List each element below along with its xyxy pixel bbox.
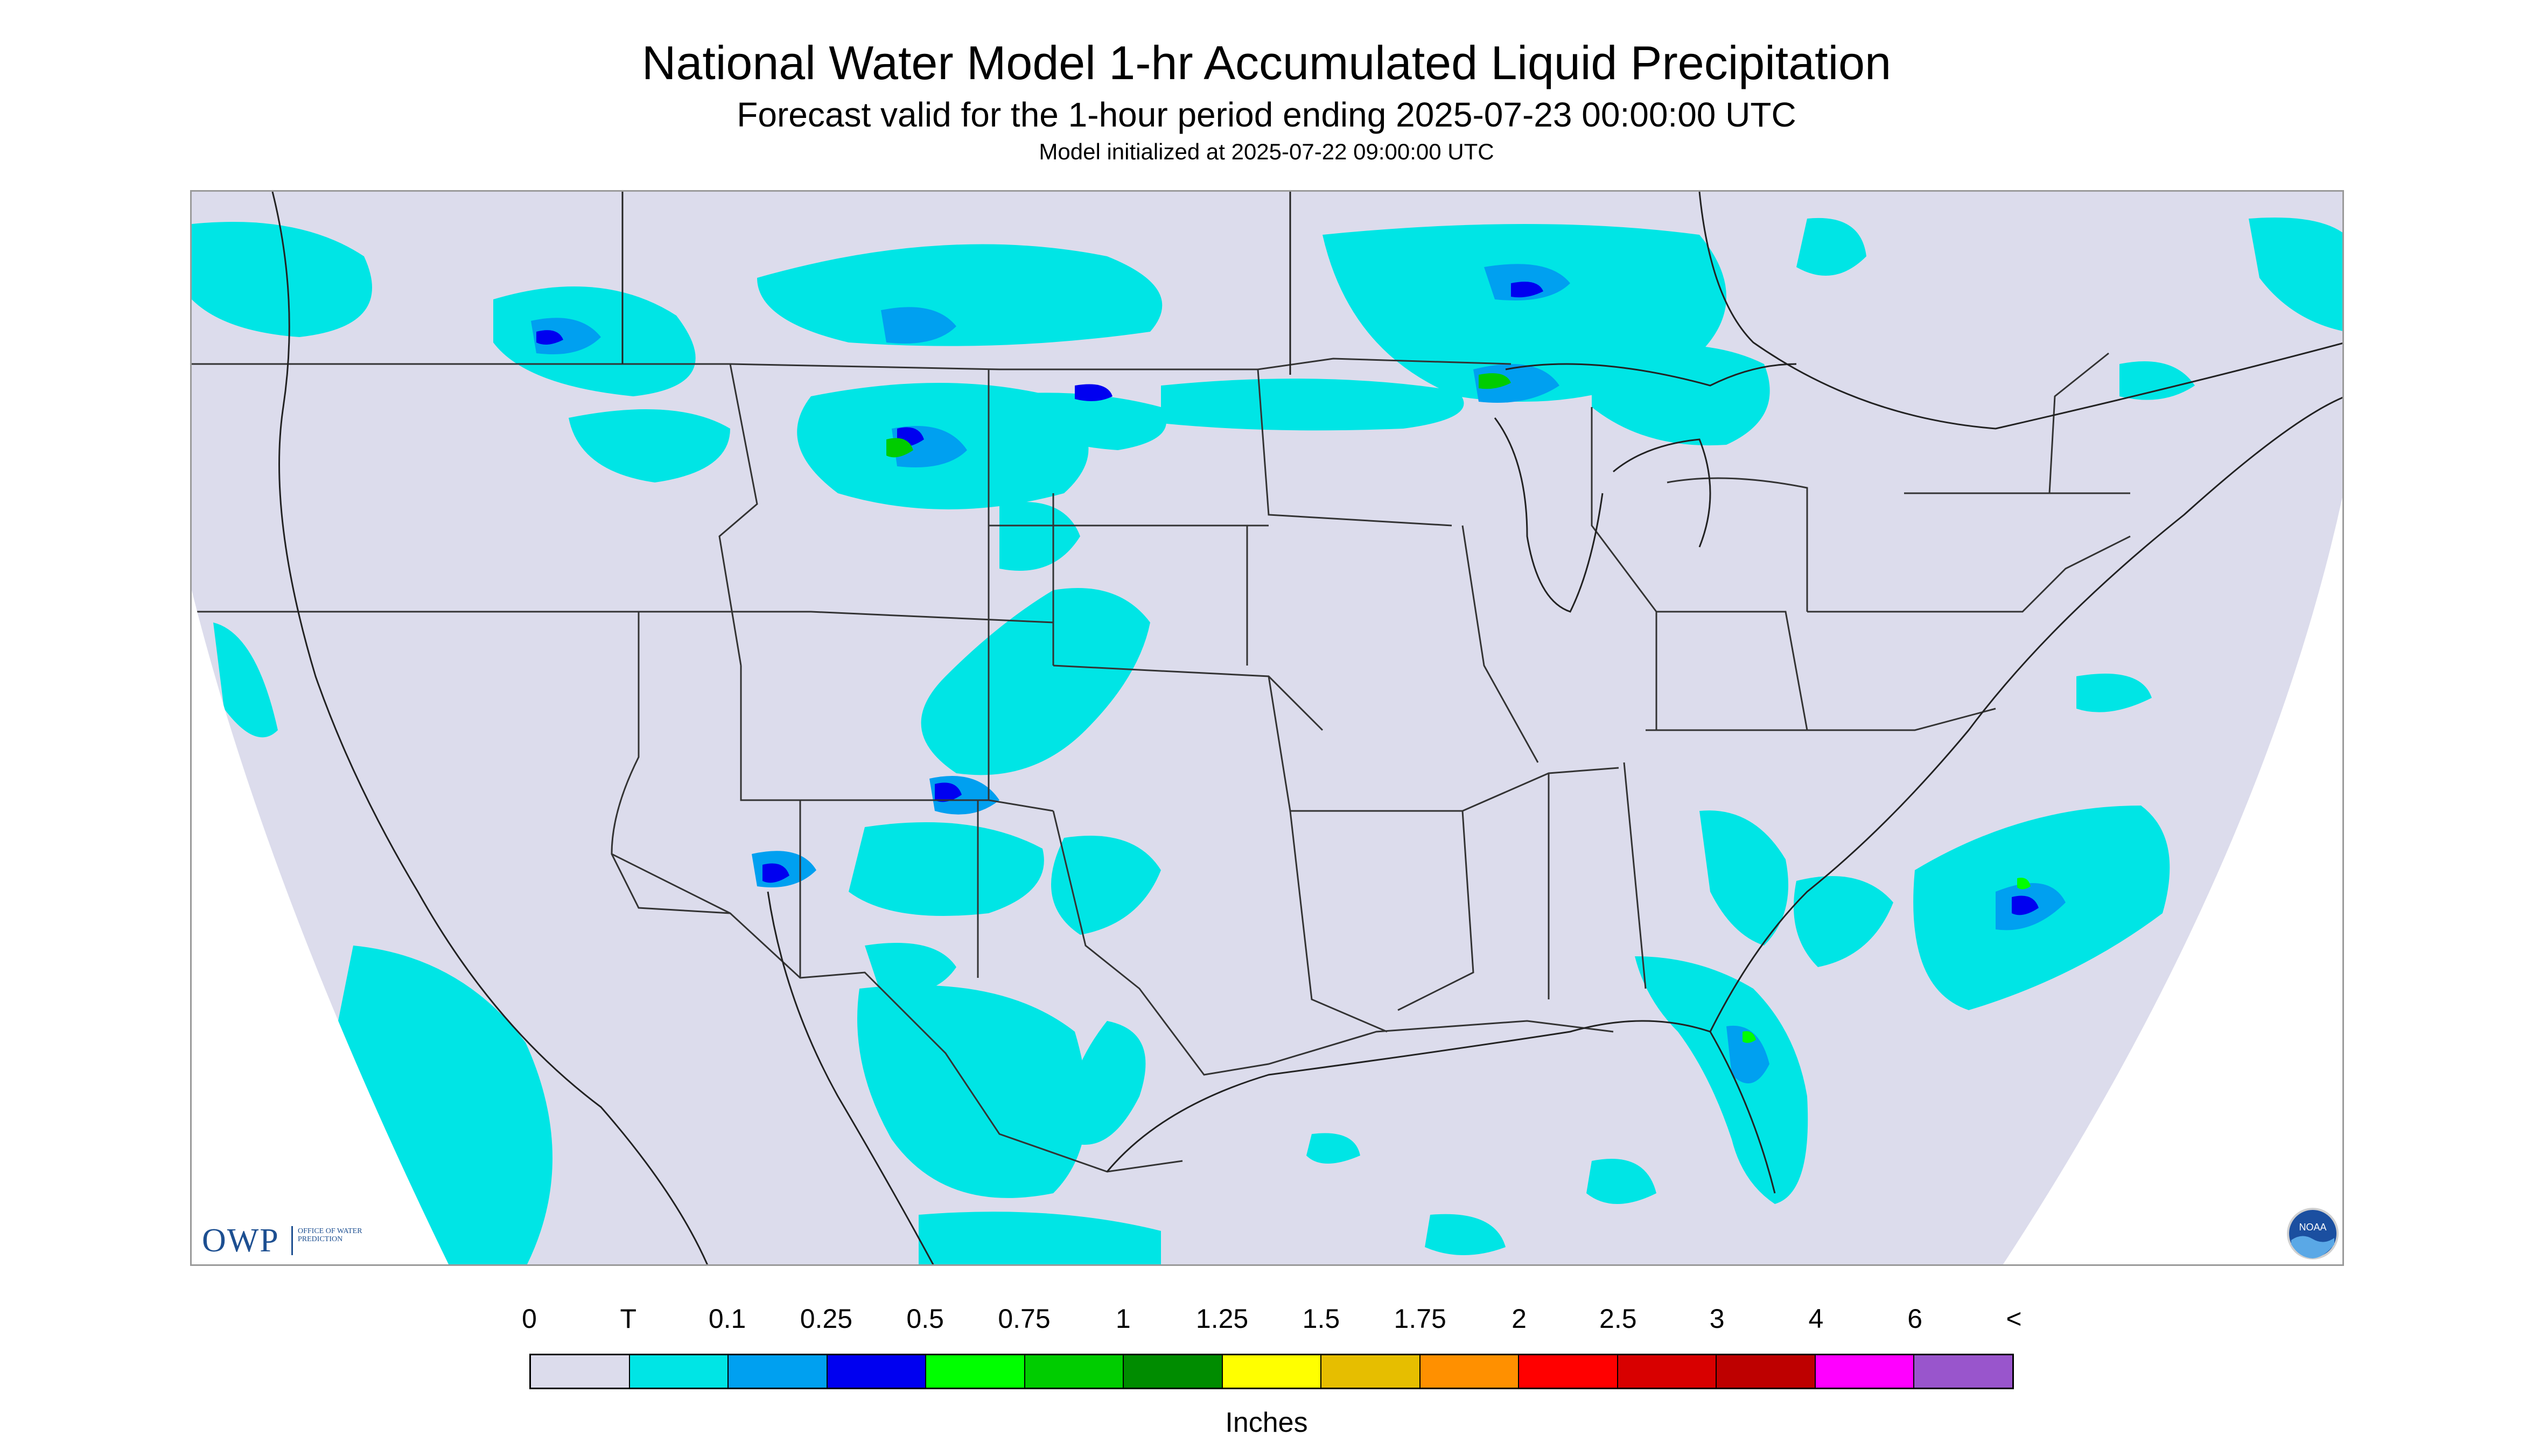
legend-swatch [1618, 1355, 1717, 1388]
legend-label: T [620, 1304, 637, 1334]
legend-label: 1.75 [1394, 1304, 1446, 1334]
map-canvas [192, 192, 2342, 1264]
legend-swatch [1222, 1355, 1322, 1388]
legend-swatch [629, 1355, 729, 1388]
legend-swatch [1025, 1355, 1124, 1388]
map-title: National Water Model 1-hr Accumulated Li… [641, 36, 1892, 89]
owp-office-text: OFFICE OF WATER PREDICTION [298, 1227, 362, 1243]
legend-swatch [1124, 1355, 1223, 1388]
legend-label: < [2006, 1304, 2022, 1334]
legend-label: 0.5 [906, 1304, 944, 1334]
noaa-logo: NOAA [2287, 1208, 2339, 1259]
noaa-logo-text: NOAA [2299, 1222, 2326, 1233]
legend-units: Inches [1225, 1407, 1308, 1438]
legend-label: 0.1 [708, 1304, 746, 1334]
legend-label: 6 [1907, 1304, 1923, 1334]
legend-swatch [1914, 1355, 2012, 1388]
owp-letters: OWP [202, 1222, 279, 1259]
legend-swatch [1815, 1355, 1915, 1388]
legend-label: 3 [1709, 1304, 1725, 1334]
legend-swatch [926, 1355, 1025, 1388]
legend-label: 1.5 [1302, 1304, 1340, 1334]
legend-label: 2.5 [1599, 1304, 1637, 1334]
legend-label: 2 [1512, 1304, 1527, 1334]
owp-logo: OWP OFFICE OF WATER PREDICTION [202, 1222, 374, 1259]
legend-swatch [729, 1355, 828, 1388]
precip-trace-areas [192, 218, 2342, 1264]
legend-labels: 0 T 0.1 0.25 0.5 0.75 1 1.25 1.5 1.75 2 2.5 3 4 6 < [0, 1303, 2533, 1341]
coastlines [271, 192, 2342, 1264]
valid-time-subtitle: Forecast valid for the 1-hour period end… [737, 95, 1796, 134]
legend-label: 0.25 [800, 1304, 853, 1334]
legend-label: 1.25 [1195, 1304, 1249, 1334]
owp-separator [291, 1226, 293, 1255]
legend-swatch [1420, 1355, 1520, 1388]
legend-label: 0.75 [998, 1304, 1051, 1334]
legend-swatch [1519, 1355, 1618, 1388]
precip-legend [529, 1354, 2014, 1389]
precip-0-5-areas [886, 373, 2031, 1043]
model-domain [192, 192, 2342, 1264]
legend-label: 4 [1808, 1304, 1824, 1334]
legend-swatch [1717, 1355, 1816, 1388]
legend-swatch [827, 1355, 927, 1388]
precip-0-25-areas [536, 282, 2039, 915]
legend-swatch [531, 1355, 630, 1388]
state-boundaries [192, 352, 2131, 1173]
legend-swatch [1321, 1355, 1421, 1388]
precip-map: OWP OFFICE OF WATER PREDICTION NOAA [190, 190, 2344, 1266]
legend-label: 0 [522, 1304, 537, 1334]
legend-label: 1 [1115, 1304, 1131, 1334]
init-time-subtitle: Model initialized at 2025-07-22 09:00:00… [1039, 139, 1494, 164]
